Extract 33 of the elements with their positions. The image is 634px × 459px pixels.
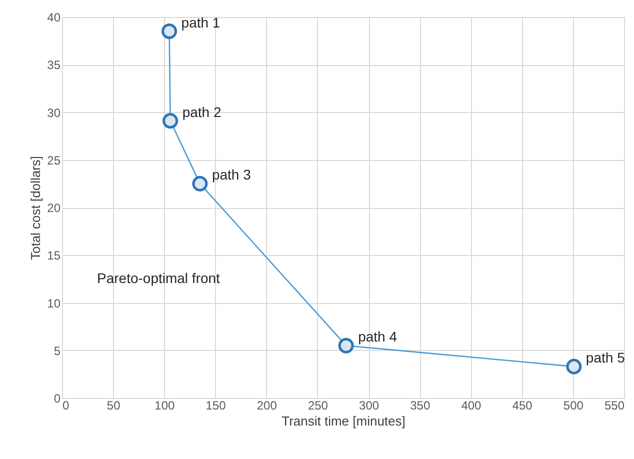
x-axis-title: Transit time [minutes] xyxy=(282,414,406,428)
x-tick-label: 150 xyxy=(206,398,226,412)
y-tick-label: 20 xyxy=(47,201,61,215)
x-tick-label: 250 xyxy=(308,398,328,412)
x-tick-label: 350 xyxy=(410,398,430,412)
y-tick-label: 40 xyxy=(47,10,61,24)
x-tick-label: 200 xyxy=(256,398,278,412)
x-tick-label: 400 xyxy=(461,398,482,412)
annotation: path 1 xyxy=(181,14,220,30)
x-tick-label: 550 xyxy=(604,398,625,412)
point xyxy=(162,113,178,129)
x-tick-label: 0 xyxy=(62,398,70,412)
x-tick-label: 450 xyxy=(512,398,533,412)
x-tick-label: 300 xyxy=(359,398,380,412)
point xyxy=(192,176,208,192)
y-tick-label: 30 xyxy=(47,106,61,120)
annotation: Pareto-optimal front xyxy=(97,270,220,286)
y-tick-label: 15 xyxy=(47,248,61,263)
point xyxy=(162,24,178,40)
y-tick-label: 35 xyxy=(47,58,61,72)
annotation: path 3 xyxy=(212,166,252,183)
annotation: path 2 xyxy=(182,104,222,120)
annotation: path 4 xyxy=(358,328,398,345)
x-tick-label: 100 xyxy=(154,398,176,412)
point xyxy=(338,338,354,354)
x-tick-label: 50 xyxy=(106,398,121,412)
annotation: path 5 xyxy=(586,350,626,366)
y-axis-title: Total cost [dollars] xyxy=(28,156,44,260)
y-tick-label: 5 xyxy=(54,344,61,358)
x-tick-label: 500 xyxy=(563,398,584,412)
point xyxy=(566,358,582,374)
y-tick-label: 25 xyxy=(47,153,61,168)
y-tick-label: 10 xyxy=(47,296,61,310)
